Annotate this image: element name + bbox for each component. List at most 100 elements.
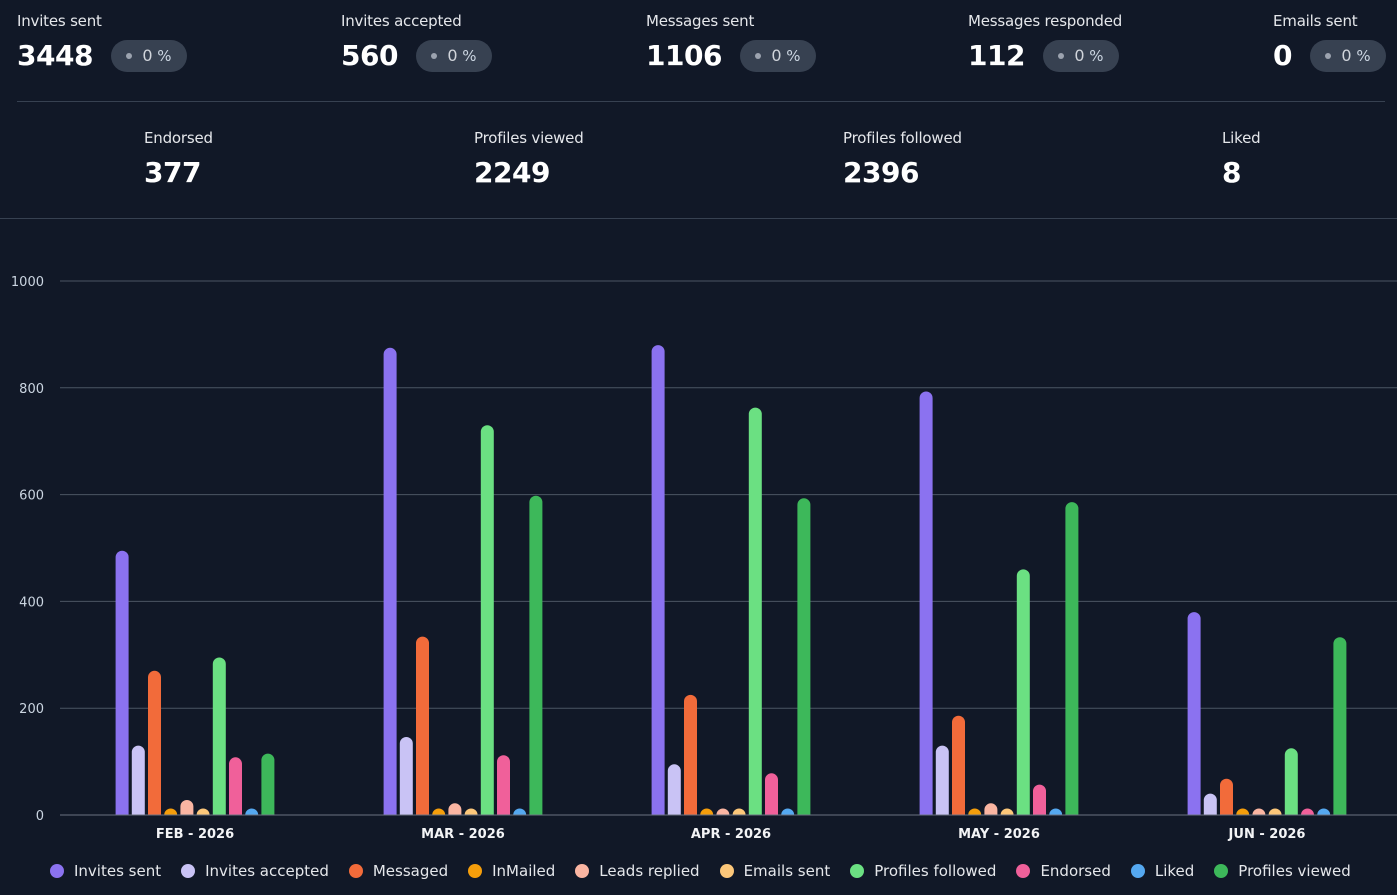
bar-invites-accepted[interactable] [131, 745, 145, 822]
legend-item-inmailed[interactable]: InMailed [468, 862, 555, 880]
dot-icon [126, 52, 133, 59]
legend-label: Liked [1154, 862, 1195, 880]
bar-invites-sent[interactable] [919, 391, 933, 822]
bar-invites-sent[interactable] [115, 550, 129, 822]
divider-bottom [0, 218, 1397, 219]
stat-label: Profiles viewed [474, 129, 584, 147]
stat-invites-sent: Invites sent 3448 0 % [17, 12, 187, 72]
bar-messaged[interactable] [148, 670, 161, 822]
stat-label: Profiles followed [843, 129, 962, 147]
change-badge: 0 % [110, 39, 187, 72]
bar-invites-accepted[interactable] [399, 737, 413, 822]
change-unit: % [157, 47, 172, 65]
stat-label: Emails sent [1273, 12, 1358, 30]
legend-item-profiles-viewed[interactable]: Profiles viewed [1214, 862, 1351, 880]
stat-label: Endorsed [144, 129, 213, 147]
legend-item-emails-sent[interactable]: Emails sent [719, 862, 831, 880]
stat-profiles-followed: Profiles followed 2396 [843, 129, 962, 189]
bar-profiles-followed[interactable] [748, 407, 762, 822]
legend-swatch-icon [1214, 864, 1229, 878]
change-badge: 0 % [1309, 39, 1386, 72]
legend-swatch-icon [50, 864, 64, 878]
legend-item-profiles-followed[interactable]: Profiles followed [850, 862, 996, 880]
bar-profiles-viewed[interactable] [1333, 637, 1347, 822]
y-tick-label: 600 [19, 489, 44, 504]
change-value: 0 [1074, 46, 1085, 65]
stat-endorsed: Endorsed 377 [144, 129, 213, 189]
chart-legend: Invites sent Invites accepted Messaged InMa… [50, 862, 1371, 880]
bar-invites-sent[interactable] [383, 347, 397, 822]
stat-value: 8 [1222, 155, 1241, 189]
legend-label: Emails sent [743, 862, 831, 880]
bar-profiles-viewed[interactable] [797, 498, 811, 822]
bar-messaged[interactable] [1220, 778, 1233, 822]
bar-profiles-followed[interactable] [212, 657, 226, 822]
bar-profiles-followed[interactable] [1016, 569, 1030, 822]
bar-endorsed[interactable] [229, 757, 242, 822]
legend-label: Invites sent [74, 862, 162, 880]
legend-item-invites-sent[interactable]: Invites sent [50, 862, 161, 880]
y-tick-label: 800 [19, 382, 44, 397]
change-unit: % [1356, 47, 1371, 65]
legend-item-liked[interactable]: Liked [1130, 862, 1195, 880]
bar-invites-sent[interactable] [1187, 612, 1201, 822]
x-tick-label: MAY - 2026 [958, 827, 1040, 842]
bar-endorsed[interactable] [765, 773, 778, 822]
change-value: 0 [142, 46, 153, 65]
change-badge: 0 % [739, 39, 816, 72]
bar-profiles-followed[interactable] [1284, 748, 1298, 822]
bar-invites-accepted[interactable] [667, 764, 681, 822]
stat-label: Messages sent [646, 12, 755, 30]
legend-label: Endorsed [1040, 862, 1111, 880]
stat-value: 1106 [646, 39, 722, 72]
stat-messages-sent: Messages sent 1106 0 % [646, 12, 816, 72]
stat-label: Invites sent [17, 12, 102, 30]
legend-label: Messaged [372, 862, 449, 880]
bar-profiles-viewed[interactable] [1065, 502, 1079, 822]
change-badge: 0 % [415, 39, 492, 72]
change-value: 0 [447, 46, 458, 65]
bar-invites-sent[interactable] [651, 345, 665, 822]
stat-label: Invites accepted [341, 12, 462, 30]
bar-chart: 0 200 400 600 800 1000 FEB - 2026 MAR - 2026 APR… [11, 275, 1397, 842]
dot-icon [431, 52, 438, 59]
legend-item-invites-accepted[interactable]: Invites accepted [181, 862, 329, 880]
legend-label: Invites accepted [205, 862, 329, 880]
legend-item-endorsed[interactable]: Endorsed [1016, 862, 1111, 880]
stat-value: 377 [144, 155, 201, 189]
legend-swatch-icon [850, 864, 865, 878]
bar-invites-accepted[interactable] [935, 745, 949, 822]
legend-label: Profiles viewed [1238, 862, 1351, 880]
legend-swatch-icon [181, 864, 196, 878]
change-unit: % [1089, 47, 1104, 65]
bar-messaged[interactable] [684, 694, 697, 822]
stat-value: 112 [968, 39, 1025, 72]
change-unit: % [462, 47, 477, 65]
change-value: 0 [1341, 46, 1352, 65]
legend-item-messaged[interactable]: Messaged [348, 862, 449, 880]
bar-endorsed[interactable] [1033, 784, 1046, 822]
legend-label: Leads replied [599, 862, 700, 880]
bar-endorsed[interactable] [497, 755, 510, 822]
stat-value: 560 [341, 39, 398, 72]
baseline-mask [60, 815, 1397, 828]
y-tick-label: 0 [36, 809, 44, 824]
legend-swatch-icon [1130, 864, 1145, 878]
legend-swatch-icon [468, 864, 483, 878]
stat-label: Messages responded [968, 12, 1123, 30]
legend-label: InMailed [492, 862, 556, 880]
y-tick-label: 400 [19, 595, 44, 610]
bar-profiles-viewed[interactable] [261, 753, 275, 822]
change-badge: 0 % [1042, 39, 1119, 72]
bar-messaged[interactable] [416, 636, 429, 822]
bar-messaged[interactable] [952, 715, 965, 822]
x-tick-label: JUN - 2026 [1228, 827, 1306, 842]
bar-profiles-followed[interactable] [480, 425, 494, 822]
stat-messages-responded: Messages responded 112 0 % [968, 12, 1122, 72]
legend-label: Profiles followed [874, 862, 997, 880]
x-tick-label: MAR - 2026 [421, 827, 505, 842]
legend-item-leads-replied[interactable]: Leads replied [575, 862, 700, 880]
bar-profiles-viewed[interactable] [529, 495, 543, 822]
change-value: 0 [771, 46, 782, 65]
legend-swatch-icon [575, 864, 590, 878]
